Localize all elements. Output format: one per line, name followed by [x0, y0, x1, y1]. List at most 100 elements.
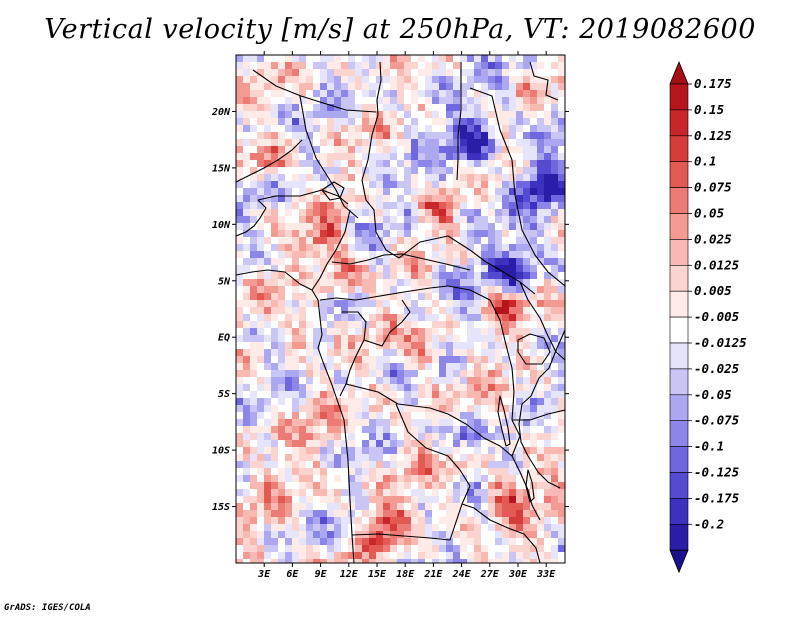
- field-cell: [537, 146, 545, 154]
- field-cell: [383, 90, 391, 98]
- field-cell: [250, 524, 258, 532]
- field-cell: [243, 398, 251, 406]
- field-cell: [292, 286, 300, 294]
- field-cell: [530, 468, 538, 476]
- field-cell: [390, 489, 398, 497]
- field-cell: [432, 559, 440, 563]
- field-cell: [551, 90, 559, 98]
- field-cell: [257, 83, 265, 91]
- border-chad-sudan: [361, 61, 400, 259]
- field-cell: [523, 230, 531, 238]
- field-cell: [278, 139, 286, 147]
- field-cell: [530, 440, 538, 448]
- field-cell: [460, 146, 468, 154]
- field-cell: [250, 503, 258, 511]
- field-cell: [348, 83, 356, 91]
- field-cell: [425, 188, 433, 196]
- field-cell: [236, 265, 244, 273]
- field-cell: [523, 251, 531, 259]
- field-cell: [264, 482, 272, 490]
- field-cell: [530, 167, 538, 175]
- field-cell: [390, 412, 398, 420]
- field-cell: [474, 531, 482, 539]
- field-cell: [348, 377, 356, 385]
- field-cell: [516, 370, 524, 378]
- field-cell: [369, 195, 377, 203]
- field-cell: [425, 132, 433, 140]
- field-cell: [460, 335, 468, 343]
- field-cell: [425, 321, 433, 329]
- field-cell: [551, 160, 559, 168]
- field-cell: [243, 538, 251, 546]
- field-cell: [250, 216, 258, 224]
- field-cell: [460, 216, 468, 224]
- field-cell: [362, 468, 370, 476]
- field-cell: [411, 90, 419, 98]
- field-cell: [530, 293, 538, 301]
- field-cell: [369, 545, 377, 553]
- field-cell: [299, 258, 307, 266]
- field-cell: [243, 104, 251, 112]
- field-cell: [495, 174, 503, 182]
- field-cell: [334, 440, 342, 448]
- field-cell: [509, 426, 517, 434]
- field-cell: [278, 328, 286, 336]
- field-cell: [376, 510, 384, 518]
- field-cell: [362, 62, 370, 70]
- field-cell: [488, 181, 496, 189]
- field-cell: [306, 349, 314, 357]
- field-cell: [502, 251, 510, 259]
- field-cell: [502, 314, 510, 322]
- field-cell: [551, 111, 559, 119]
- field-cell: [285, 377, 293, 385]
- field-cell: [236, 468, 244, 476]
- field-cell: [474, 482, 482, 490]
- field-cell: [502, 188, 510, 196]
- field-cell: [432, 503, 440, 511]
- field-cell: [355, 90, 363, 98]
- field-cell: [278, 188, 286, 196]
- field-cell: [313, 405, 321, 413]
- field-cell: [383, 104, 391, 112]
- field-cell: [397, 153, 405, 161]
- field-cell: [250, 139, 258, 147]
- field-cell: [558, 398, 565, 406]
- field-cell: [278, 146, 286, 154]
- field-cell: [376, 139, 384, 147]
- colorbar-label: 0.1: [694, 154, 717, 169]
- field-cell: [530, 209, 538, 217]
- field-cell: [558, 293, 565, 301]
- field-cell: [509, 538, 517, 546]
- field-cell: [320, 258, 328, 266]
- field-cell: [243, 342, 251, 350]
- field-cell: [348, 251, 356, 259]
- field-cell: [376, 279, 384, 287]
- field-cell: [383, 440, 391, 448]
- field-cell: [383, 349, 391, 357]
- field-cell: [411, 384, 419, 392]
- field-cell: [495, 363, 503, 371]
- field-cell: [348, 412, 356, 420]
- field-cell: [551, 125, 559, 133]
- field-cell: [313, 524, 321, 532]
- field-cell: [299, 76, 307, 84]
- field-cell: [341, 314, 349, 322]
- field-cell: [348, 139, 356, 147]
- field-cell: [285, 293, 293, 301]
- field-cell: [355, 496, 363, 504]
- field-cell: [320, 244, 328, 252]
- field-cell: [348, 237, 356, 245]
- field-cell: [341, 335, 349, 343]
- field-cell: [453, 300, 461, 308]
- field-cell: [544, 97, 552, 105]
- field-cell: [467, 251, 475, 259]
- field-cell: [446, 559, 454, 563]
- field-cell: [376, 90, 384, 98]
- field-cell: [320, 83, 328, 91]
- field-cell: [404, 475, 412, 483]
- field-cell: [453, 433, 461, 441]
- field-cell: [390, 202, 398, 210]
- field-cell: [320, 118, 328, 126]
- field-cell: [292, 265, 300, 273]
- field-cell: [383, 412, 391, 420]
